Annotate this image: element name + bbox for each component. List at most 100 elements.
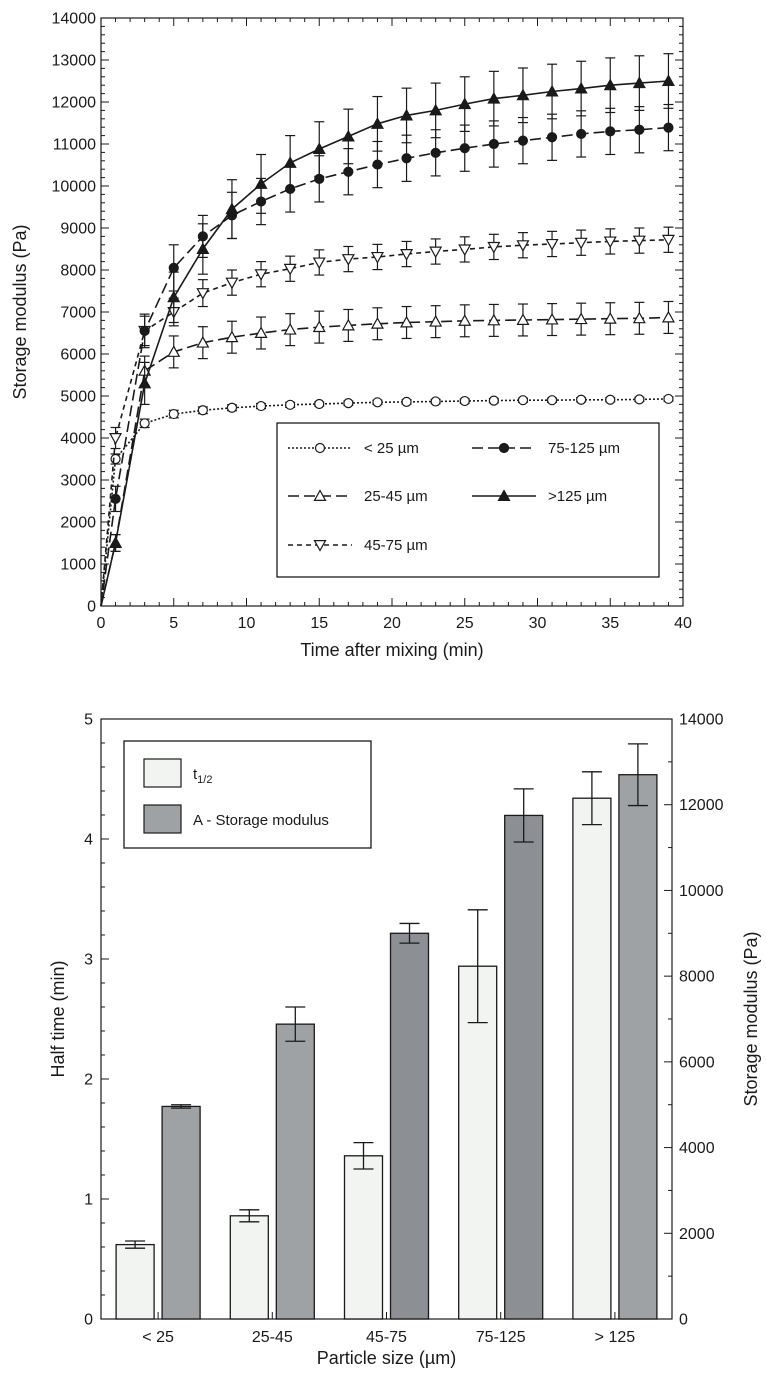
- data-point: [487, 241, 501, 254]
- legend-label: 75-125 µm: [548, 440, 620, 457]
- data-point: [458, 97, 472, 110]
- data-point: [516, 313, 530, 325]
- data-point: [516, 240, 530, 252]
- legend: t1/2 A - Storage modulus: [123, 740, 372, 849]
- legend-marker: [497, 489, 511, 501]
- data-point: [574, 312, 588, 325]
- y-tick-label: 14000: [52, 11, 97, 28]
- y-tick-label: 6000: [60, 347, 96, 364]
- data-point: [283, 322, 297, 335]
- legend-marker: [498, 442, 510, 454]
- data-point: [605, 126, 616, 137]
- data-point: [576, 394, 587, 405]
- x-tick-label: 30: [529, 615, 547, 632]
- data-point: [167, 345, 181, 357]
- data-point: [226, 402, 238, 413]
- x-tick-label: 25-45: [252, 1329, 293, 1346]
- legend-label: A - Storage modulus: [193, 812, 329, 829]
- y-right-tick-label: 2000: [679, 1226, 715, 1243]
- data-point: [488, 138, 499, 150]
- x-tick-label: 40: [674, 615, 692, 632]
- legend-label: >125 µm: [548, 488, 607, 505]
- y-left-tick-label: 5: [84, 712, 93, 729]
- data-point: [634, 394, 645, 405]
- data-point: [663, 393, 674, 405]
- data-point: [576, 128, 587, 140]
- bar: [275, 1023, 315, 1320]
- y-tick-label: 8000: [60, 263, 96, 280]
- data-point: [400, 315, 414, 328]
- legend-marker: [313, 489, 327, 501]
- data-point: [517, 395, 529, 406]
- data-point: [663, 122, 674, 133]
- bar: [618, 774, 658, 1320]
- y-tick-label: 7000: [60, 305, 96, 322]
- data-point: [634, 124, 645, 135]
- data-point: [139, 325, 150, 336]
- y-tick-label: 2000: [60, 515, 96, 532]
- bar: [504, 814, 544, 1320]
- data-point: [225, 202, 239, 215]
- series-1: [100, 300, 675, 607]
- data-point: [370, 251, 384, 264]
- x-tick-label: < 25: [142, 1329, 174, 1346]
- y-tick-label: 0: [87, 599, 96, 616]
- x-tick-label: 75-125: [476, 1329, 526, 1346]
- data-point: [400, 108, 414, 121]
- x-tick-label: 15: [310, 615, 328, 632]
- data-point: [632, 235, 646, 248]
- legend-marker: [314, 442, 326, 454]
- bar: [161, 1105, 201, 1320]
- legend-marker: [313, 539, 327, 552]
- bar: [458, 965, 498, 1320]
- data-point: [196, 242, 210, 254]
- data-point: [314, 398, 325, 410]
- data-point: [458, 314, 472, 326]
- data-point: [343, 398, 354, 409]
- data-point: [254, 269, 268, 281]
- y-tick-label: 10000: [52, 179, 97, 196]
- data-point: [110, 493, 121, 504]
- data-point: [430, 396, 441, 407]
- bar: [115, 1243, 155, 1320]
- data-point: [632, 311, 646, 324]
- data-point: [603, 78, 617, 91]
- bar: [229, 1215, 269, 1320]
- data-point: [225, 277, 239, 290]
- data-point: [196, 335, 210, 348]
- x-tick-label: 45-75: [366, 1329, 407, 1346]
- x-tick-label: 10: [238, 615, 256, 632]
- y-tick-label: 5000: [60, 389, 96, 406]
- data-point: [341, 129, 355, 142]
- y-tick-label: 1000: [60, 557, 96, 574]
- bar: [572, 797, 612, 1320]
- data-point: [109, 433, 123, 445]
- y-tick-label: 3000: [60, 473, 96, 490]
- y-left-axis-label: Half time (min): [48, 960, 68, 1077]
- data-point: [545, 238, 559, 251]
- data-point: [574, 81, 588, 94]
- bar: [389, 932, 430, 1320]
- data-point: [661, 74, 675, 87]
- data-point: [605, 394, 616, 405]
- legend-label: 25-45 µm: [364, 488, 428, 505]
- data-point: [110, 453, 121, 465]
- data-point: [459, 395, 470, 407]
- data-point: [283, 263, 297, 276]
- data-point: [370, 117, 384, 129]
- data-point: [429, 246, 443, 259]
- data-point: [138, 376, 152, 389]
- y-right-tick-label: 0: [679, 1312, 688, 1329]
- data-point: [285, 399, 296, 410]
- data-point: [168, 408, 179, 420]
- data-point: [487, 313, 501, 326]
- legend-swatch: [143, 758, 182, 788]
- legend-label-sub: 1/2: [197, 774, 212, 786]
- data-point: [109, 536, 123, 549]
- data-point: [517, 135, 529, 146]
- data-point: [429, 103, 443, 116]
- data-point: [430, 147, 441, 158]
- data-point: [370, 317, 384, 329]
- storage-modulus-vs-time-chart: 0100020003000400050006000700080009000100…: [10, 11, 692, 661]
